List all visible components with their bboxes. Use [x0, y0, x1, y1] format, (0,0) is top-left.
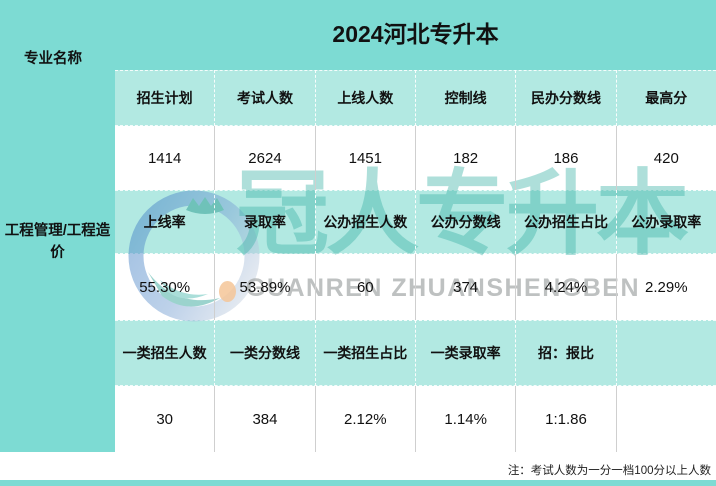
column-header: 最高分: [615, 70, 716, 126]
column-header: 上线率: [143, 214, 186, 230]
table-cell: 4.24%: [515, 254, 615, 320]
table-cell: 384: [214, 386, 314, 452]
table-cell: 30: [156, 410, 173, 428]
table-cell: 2624: [214, 126, 314, 190]
left-category-column: [0, 70, 115, 452]
table-cell: 1414: [147, 149, 182, 167]
header-row-3: 一类招生人数 一类分数线 一类招生占比 一类录取率 招：报比: [115, 320, 716, 386]
table-cell: 60: [314, 254, 415, 320]
table-cell: 420: [615, 126, 716, 190]
data-row-2: 55.30% 53.89% 60 374 4.24% 2.29%: [115, 254, 716, 320]
column-header: 招生计划: [136, 90, 193, 106]
column-header: 民办分数线: [515, 70, 615, 126]
column-header: 录取率: [214, 190, 314, 254]
column-header: 考试人数: [214, 70, 314, 126]
column-header: [615, 320, 716, 386]
column-header: 一类招生占比: [314, 320, 415, 386]
column-header: 公办招生人数: [314, 190, 415, 254]
column-header: 招：报比: [515, 320, 615, 386]
table-cell: 53.89%: [214, 254, 314, 320]
page-title: 2024河北专升本: [332, 21, 499, 47]
table-cell: 374: [414, 254, 515, 320]
column-header: 公办分数线: [414, 190, 515, 254]
major-name-label: 专业名称: [24, 51, 82, 67]
header-row-1: 招生计划 考试人数 上线人数 控制线 民办分数线 最高分: [115, 70, 716, 126]
table-cell: 55.30%: [139, 278, 191, 296]
table-cell: 1.14%: [414, 386, 515, 452]
data-row-3: 30 384 2.12% 1.14% 1:1.86: [115, 386, 716, 452]
column-header: 一类招生人数: [122, 345, 207, 361]
table-cell: 182: [414, 126, 515, 190]
table-cell: 2.29%: [615, 254, 716, 320]
column-header: 上线人数: [314, 70, 415, 126]
column-header: 一类分数线: [214, 320, 314, 386]
column-header: 公办招生占比: [515, 190, 615, 254]
header-row-2: 上线率 录取率 公办招生人数 公办分数线 公办招生占比 公办录取率: [115, 190, 716, 254]
table-cell: 186: [515, 126, 615, 190]
footnote: 注：考试人数为一分一档100分以上人数: [507, 465, 711, 477]
top-banner: [0, 0, 716, 70]
data-row-1: 1414 2624 1451 182 186 420: [115, 126, 716, 190]
table-cell: 1:1.86: [515, 386, 615, 452]
bottom-border-strip: [0, 480, 716, 486]
column-header: 控制线: [414, 70, 515, 126]
column-header: 一类录取率: [414, 320, 515, 386]
column-header: 公办录取率: [615, 190, 716, 254]
major-row-label: 工程管理/工程造价: [4, 223, 111, 261]
table-cell: 1451: [314, 126, 415, 190]
table-cell: 2.12%: [314, 386, 415, 452]
table-cell: [615, 386, 716, 452]
